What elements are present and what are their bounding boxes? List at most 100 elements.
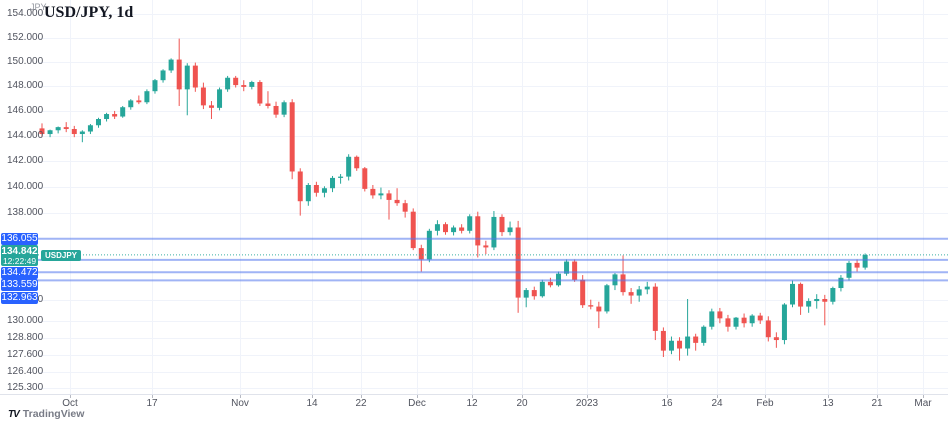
level-price-badge: 133.559 xyxy=(1,279,38,292)
candle xyxy=(830,286,836,305)
candle xyxy=(693,333,699,351)
candle xyxy=(459,224,465,234)
time-axis-label: 13 xyxy=(822,398,834,409)
price-axis-label: 140.000 xyxy=(7,180,44,192)
candle xyxy=(313,181,319,197)
candle xyxy=(370,184,376,199)
candle xyxy=(539,279,545,298)
tradingview-logo[interactable]: TV TradingView xyxy=(8,408,84,420)
price-axis[interactable]: 154.000 152.000 150.000 148.000 146.000 144.0… xyxy=(0,0,43,394)
candle xyxy=(63,122,69,133)
time-axis-label: Nov xyxy=(231,398,249,409)
candle xyxy=(338,174,344,184)
candle xyxy=(281,100,287,118)
countdown-timer: 12:22:49 xyxy=(2,256,37,267)
candle xyxy=(144,89,150,105)
candle xyxy=(701,325,707,346)
time-axis-label: Dec xyxy=(408,398,426,409)
candle xyxy=(499,214,505,237)
price-level-lines[interactable] xyxy=(38,237,948,282)
candle xyxy=(112,110,118,120)
candle xyxy=(757,312,763,324)
candle xyxy=(862,253,868,270)
candle xyxy=(677,337,683,361)
candle xyxy=(685,298,691,356)
candle xyxy=(822,294,828,326)
price-axis-label: 127.600 xyxy=(7,348,44,360)
candle xyxy=(257,80,263,106)
candle xyxy=(95,117,101,128)
candle xyxy=(507,221,513,236)
candle xyxy=(846,260,852,281)
candle xyxy=(47,129,53,138)
candle xyxy=(249,80,255,90)
candle xyxy=(741,313,747,328)
candle xyxy=(321,186,327,198)
time-axis-label: 20 xyxy=(516,398,528,409)
tradingview-logo-icon: TV xyxy=(8,408,20,420)
candle xyxy=(443,222,448,235)
candle xyxy=(467,214,473,234)
candle xyxy=(289,99,295,180)
candle xyxy=(176,38,182,106)
candle xyxy=(781,303,787,345)
time-axis[interactable]: Oct 17 Nov 14 22 Dec 12 20 2023 16 24 Feb 13 21 Mar xyxy=(0,394,948,412)
candle xyxy=(233,75,239,88)
candle xyxy=(749,314,755,327)
candle xyxy=(273,101,279,118)
price-axis-label: 152.000 xyxy=(7,32,44,43)
candle xyxy=(491,211,497,251)
level-price-badge: 134.472 xyxy=(1,266,38,279)
candle xyxy=(39,123,45,138)
candle xyxy=(168,58,174,73)
time-axis-label: 16 xyxy=(661,398,673,409)
candle xyxy=(79,130,85,143)
candle xyxy=(668,336,674,355)
candle xyxy=(660,327,666,358)
candle xyxy=(330,175,336,193)
candle xyxy=(87,124,93,135)
candle xyxy=(515,220,521,313)
time-axis-label: 14 xyxy=(306,398,318,409)
level-price-badge: 132.963 xyxy=(1,291,38,304)
candle xyxy=(555,271,561,287)
candle xyxy=(644,281,650,295)
candle xyxy=(733,316,739,330)
time-axis-label: 2023 xyxy=(575,398,599,409)
price-axis-label: 154.000 xyxy=(7,8,44,20)
price-axis-label: 126.400 xyxy=(7,366,44,377)
candle xyxy=(475,211,481,258)
candle xyxy=(426,228,432,263)
candle xyxy=(434,220,440,236)
candle xyxy=(531,286,537,300)
candle xyxy=(547,277,553,288)
candle xyxy=(346,154,352,181)
candle xyxy=(773,332,779,348)
time-axis-label: Mar xyxy=(914,398,932,409)
candle xyxy=(604,283,610,314)
candle xyxy=(208,101,214,120)
price-axis-currency-label: JPY xyxy=(30,2,47,12)
candle xyxy=(410,208,416,251)
candle xyxy=(814,294,820,309)
current-price-badge: 134.842 12:22:49 xyxy=(1,245,38,267)
candle xyxy=(652,283,658,341)
candle xyxy=(765,316,771,342)
price-axis-label: 146.000 xyxy=(7,104,44,116)
symbol-tag-label: USDJPY xyxy=(41,250,82,262)
candle xyxy=(806,298,812,313)
tradingview-logo-text: TradingView xyxy=(22,408,85,420)
time-axis-label: 17 xyxy=(146,398,158,409)
candle xyxy=(838,275,844,292)
time-axis-label: Oct xyxy=(62,398,78,409)
candle xyxy=(184,63,190,116)
candle xyxy=(394,188,400,206)
candle xyxy=(71,125,77,138)
candle xyxy=(523,288,529,308)
price-axis-label: 128.800 xyxy=(7,331,44,343)
candle xyxy=(160,69,166,83)
candle xyxy=(418,244,424,272)
candle xyxy=(451,225,457,236)
symbol-title[interactable]: USD/JPY, 1d xyxy=(44,4,134,21)
